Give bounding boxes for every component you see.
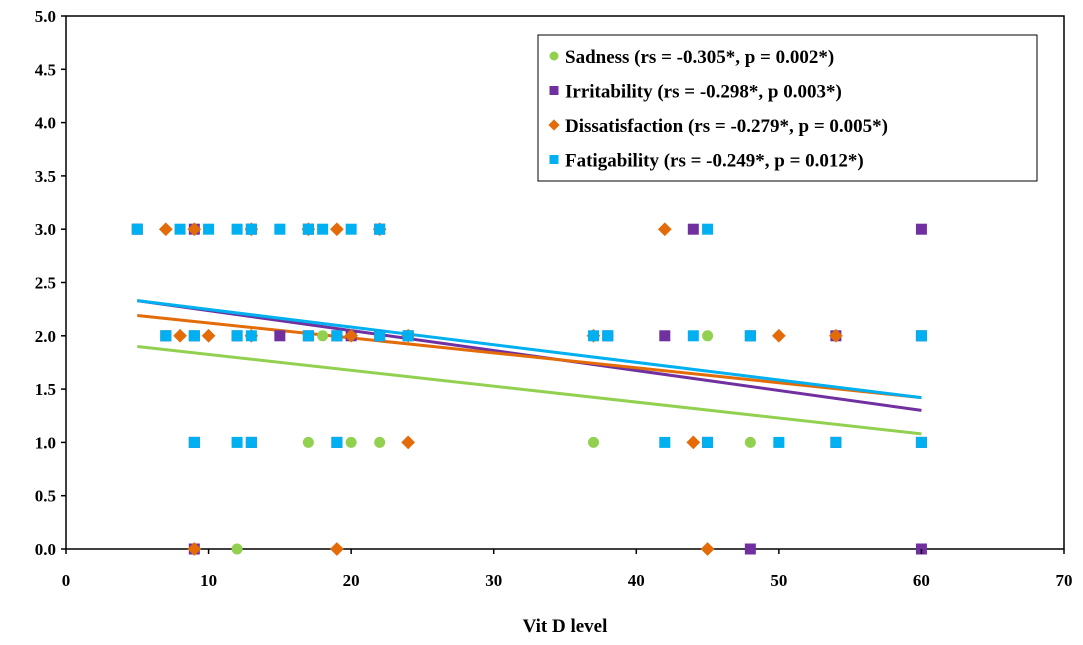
data-point — [771, 328, 786, 343]
data-point — [374, 436, 386, 448]
data-point — [317, 330, 329, 342]
data-point — [317, 223, 329, 235]
data-point — [700, 542, 715, 556]
data-point — [274, 223, 286, 235]
data-point — [345, 436, 357, 448]
data-point — [331, 436, 343, 448]
y-tick-label: 2.5 — [35, 274, 56, 293]
data-point — [274, 330, 286, 342]
data-point — [659, 436, 671, 448]
data-point — [245, 436, 257, 448]
legend-marker — [549, 155, 559, 164]
trend-lines — [137, 299, 922, 436]
data-point — [915, 223, 927, 235]
data-point — [657, 222, 672, 237]
data-point — [915, 436, 927, 448]
data-point — [160, 330, 172, 342]
data-point — [330, 542, 344, 556]
data-point — [588, 330, 600, 342]
x-tick-label: 60 — [913, 571, 930, 590]
data-point — [702, 223, 714, 235]
data-point — [602, 330, 614, 342]
data-points — [131, 222, 927, 556]
x-tick-label: 20 — [343, 571, 360, 590]
y-tick-label: 1.0 — [35, 433, 56, 452]
x-tick-label: 0 — [62, 571, 71, 590]
data-point — [203, 223, 215, 235]
data-point — [402, 330, 414, 342]
data-point — [302, 223, 314, 235]
data-point — [744, 436, 756, 448]
data-point — [401, 435, 416, 450]
y-tick-label: 1.5 — [35, 380, 56, 399]
y-tick-label: 5.0 — [35, 7, 56, 26]
x-tick-label: 30 — [485, 571, 502, 590]
legend-marker — [549, 51, 559, 61]
data-point — [245, 223, 257, 235]
trend-line — [137, 344, 922, 436]
data-point — [187, 222, 202, 237]
y-tick-label: 2.0 — [35, 327, 56, 346]
y-tick-label: 0.0 — [35, 540, 56, 559]
data-point — [231, 223, 243, 235]
legend-label: Sadness (rs = -0.305*, p = 0.002*) — [565, 47, 834, 68]
data-point — [744, 543, 756, 555]
x-tick-label: 50 — [770, 571, 787, 590]
data-point — [702, 436, 714, 448]
data-point — [687, 330, 699, 342]
data-point — [158, 222, 173, 237]
data-point — [331, 330, 343, 342]
data-point — [330, 222, 344, 237]
data-point — [231, 330, 243, 342]
data-point — [174, 223, 186, 235]
y-tick-label: 4.5 — [35, 60, 56, 79]
data-point — [773, 436, 785, 448]
y-tick-label: 3.5 — [35, 167, 56, 186]
data-point — [231, 543, 243, 555]
data-point — [659, 330, 671, 342]
data-point — [302, 436, 314, 448]
data-point — [188, 436, 200, 448]
data-point — [302, 330, 314, 342]
data-point — [374, 330, 386, 342]
x-tick-label: 70 — [1056, 571, 1073, 590]
x-axis-title: Vit D level — [523, 616, 608, 637]
data-point — [345, 223, 357, 235]
data-point — [245, 330, 257, 342]
x-tick-label: 10 — [200, 571, 217, 590]
y-tick-label: 3.0 — [35, 220, 56, 239]
data-point — [829, 328, 843, 343]
data-point — [201, 328, 216, 343]
x-tick-label: 40 — [628, 571, 645, 590]
data-point — [687, 223, 699, 235]
data-point — [173, 328, 187, 343]
data-point — [686, 435, 701, 450]
data-point — [915, 330, 927, 342]
data-point — [231, 436, 243, 448]
legend-marker — [548, 119, 560, 131]
data-point — [187, 542, 202, 556]
y-tick-label: 0.5 — [35, 487, 56, 506]
trend-line — [137, 299, 922, 400]
data-point — [830, 436, 842, 448]
data-point — [344, 328, 359, 343]
data-point — [374, 223, 386, 235]
legend-label: Irritability (rs = -0.298*, p 0.003*) — [565, 82, 842, 103]
legend-marker — [549, 86, 559, 95]
data-point — [702, 330, 714, 342]
trend-line — [137, 314, 922, 400]
legend-label: Dissatisfaction (rs = -0.279*, p = 0.005… — [565, 116, 888, 137]
data-point — [588, 436, 600, 448]
legend-label: Fatigability (rs = -0.249*, p = 0.012*) — [565, 151, 864, 172]
data-point — [131, 223, 143, 235]
axes: 0.0 0.5 1.0 1.5 2.0 2.5 3.0 3.5 4.0 4.5 5.0 0 10 20 30… — [35, 7, 1073, 590]
legend-box — [537, 34, 1038, 182]
data-point — [744, 330, 756, 342]
y-tick-label: 4.0 — [35, 114, 56, 133]
legend: Sadness (rs = -0.305*, p = 0.002*) Irrita… — [537, 34, 1038, 182]
data-point — [188, 330, 200, 342]
